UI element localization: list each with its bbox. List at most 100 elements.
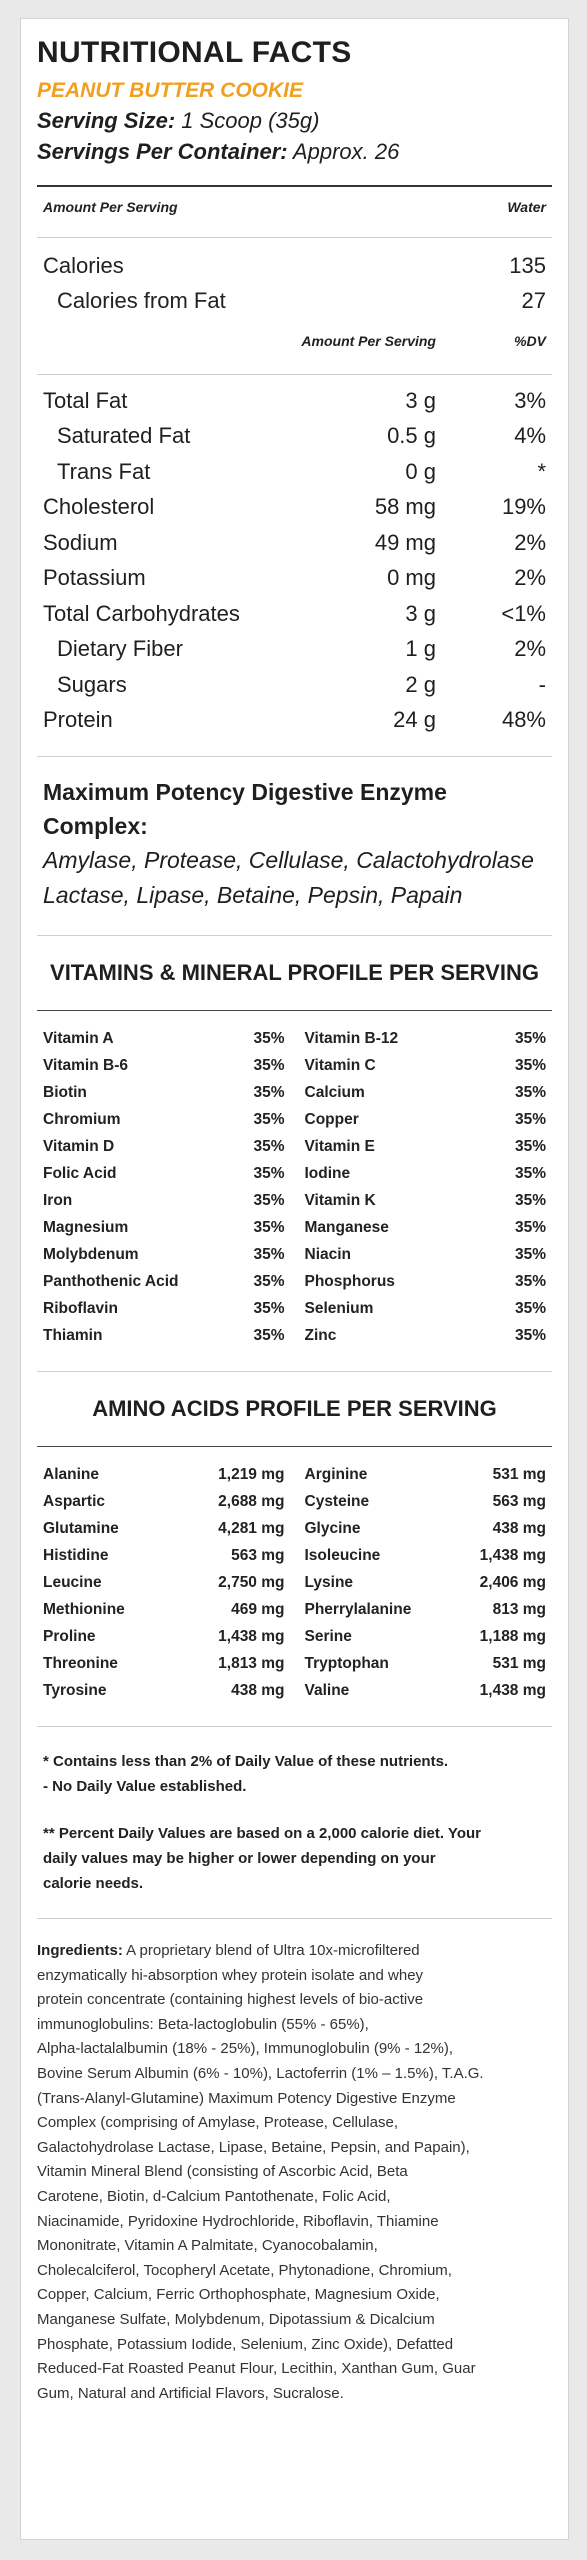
nutrient-amount: 1 g <box>405 636 436 662</box>
profile-name: Vitamin C <box>304 1056 376 1074</box>
nutrient-name: Sugars <box>57 671 127 697</box>
nutrient-row: Protein 24 g 48% <box>43 703 546 739</box>
profile-value: 35% <box>253 1245 285 1263</box>
footnote: - No Daily Value established. <box>43 1778 247 1795</box>
profile-value: 531 mg <box>492 1465 546 1483</box>
profile-row: Vitamin A 35% <box>43 1025 285 1052</box>
profile-row: Histidine 563 mg <box>43 1542 285 1569</box>
profile-row: Tyrosine 438 mg <box>43 1677 285 1704</box>
nutrient-amount: 0 mg <box>387 565 436 591</box>
nutrient-row: Sodium 49 mg 2% <box>43 525 546 561</box>
profile-row: Vitamin B-12 35% <box>305 1025 547 1052</box>
ingredients-line: Carotene, Biotin, d-Calcium Pantothenate… <box>37 2187 391 2205</box>
profile-value: 1,219 mg <box>218 1465 285 1483</box>
profile-value: 531 mg <box>492 1654 546 1672</box>
profile-row: Alanine 1,219 mg <box>43 1461 285 1488</box>
nutrient-dv: <1% <box>501 600 546 626</box>
nutrient-dv: 3% <box>514 387 546 413</box>
profile-name: Leucine <box>43 1573 102 1591</box>
profile-value: 438 mg <box>492 1519 546 1537</box>
nutrient-table: Total Fat 3 g 3% Saturated Fat 0.5 g 4% Tran… <box>37 375 552 738</box>
nutrient-amount: 0 g <box>405 458 436 484</box>
ingredients-line: Phosphate, Potassium Iodide, Selenium, Z… <box>37 2335 454 2353</box>
profile-value: 35% <box>514 1164 546 1182</box>
profile-value: 35% <box>514 1110 546 1128</box>
profile-value: 35% <box>514 1137 546 1155</box>
nutrient-name: Protein <box>43 707 113 733</box>
profile-name: Histidine <box>43 1546 109 1564</box>
serving-size-label: Serving Size: <box>37 108 176 133</box>
profile-name: Tryptophan <box>304 1654 389 1672</box>
profile-value: 35% <box>253 1299 285 1317</box>
profile-name: Riboflavin <box>43 1299 118 1317</box>
profile-value: 35% <box>253 1326 285 1344</box>
nutrient-row: Cholesterol 58 mg 19% <box>43 490 546 526</box>
profile-value: 2,406 mg <box>479 1573 546 1591</box>
amount-per-serving-label: Amount Per Serving <box>43 199 178 215</box>
profile-row: Valine 1,438 mg <box>305 1677 547 1704</box>
ingredients-line: A proprietary blend of Ultra 10x-microfi… <box>122 1942 420 1959</box>
divider <box>37 185 552 187</box>
nutrient-name: Dietary Fiber <box>57 636 183 662</box>
nutrient-dv: 2% <box>514 636 546 662</box>
profile-name: Alanine <box>43 1465 99 1483</box>
profile-name: Vitamin E <box>304 1137 375 1155</box>
nutrient-name: Saturated Fat <box>57 423 191 449</box>
profile-name: Glutamine <box>43 1519 119 1537</box>
profile-value: 35% <box>514 1083 546 1101</box>
profile-name: Methionine <box>43 1600 125 1618</box>
profile-row: Panthothenic Acid 35% <box>43 1268 285 1295</box>
profile-name: Vitamin K <box>304 1191 376 1209</box>
profile-value: 35% <box>514 1029 546 1047</box>
profile-name: Glycine <box>304 1519 361 1537</box>
profile-row: Molybdenum 35% <box>43 1241 285 1268</box>
profile-value: 35% <box>253 1191 285 1209</box>
profile-row: Proline 1,438 mg <box>43 1623 285 1650</box>
profile-name: Panthothenic Acid <box>43 1272 179 1290</box>
ingredients-line: Alpha-lactalalbumin (18% - 25%), Immunog… <box>37 2040 454 2058</box>
nutrient-dv: 48% <box>501 707 546 733</box>
profile-row: Riboflavin 35% <box>43 1295 285 1322</box>
nutrient-amount: 24 g <box>393 707 436 733</box>
nutrient-row: Sugars 2 g - <box>43 667 546 703</box>
divider <box>37 1918 552 1919</box>
profile-name: Iodine <box>304 1164 351 1182</box>
nutrient-dv: 2% <box>514 529 546 555</box>
vitamins-left-column: Vitamin A 35% Vitamin B-6 35% Biotin 35% Chrom… <box>43 1025 285 1349</box>
profile-name: Aspartic <box>43 1492 106 1510</box>
profile-row: Lysine 2,406 mg <box>305 1569 547 1596</box>
nutrient-dv: 4% <box>514 423 546 449</box>
ingredients-line: protein concentrate (containing highest … <box>37 1991 424 2009</box>
nutrient-name: Sodium <box>43 529 118 555</box>
profile-name: Magnesium <box>43 1218 129 1236</box>
profile-value: 35% <box>253 1218 285 1236</box>
profile-name: Copper <box>304 1110 359 1128</box>
nutrient-amount: 49 mg <box>374 529 436 555</box>
profile-row: Glutamine 4,281 mg <box>43 1515 285 1542</box>
dv-header: Amount Per Serving %DV <box>43 326 546 356</box>
profile-name: Chromium <box>43 1110 121 1128</box>
profile-row: Threonine 1,813 mg <box>43 1650 285 1677</box>
ingredients-line: immunoglobulins: Beta-lactoglobulin (55%… <box>37 2015 369 2033</box>
nutrient-amount: 58 mg <box>374 494 436 520</box>
profile-name: Vitamin D <box>43 1137 115 1155</box>
ingredients-line: Vitamin Mineral Blend (consisting of Asc… <box>37 2163 408 2181</box>
ingredients-line: Copper, Calcium, Ferric Orthophosphate, … <box>37 2286 440 2304</box>
amino-title: AMINO ACIDS PROFILE PER SERVING <box>92 1396 497 1421</box>
divider <box>37 374 552 375</box>
profile-value: 4,281 mg <box>218 1519 285 1537</box>
profile-value: 35% <box>514 1299 546 1317</box>
ingredients-line: Galactohydrolase Lactase, Lipase, Betain… <box>37 2138 470 2156</box>
profile-name: Folic Acid <box>43 1164 117 1182</box>
profile-name: Phosphorus <box>304 1272 395 1290</box>
profile-row: Tryptophan 531 mg <box>305 1650 547 1677</box>
nutrient-amount: 0.5 g <box>387 423 436 449</box>
serving-size-value: 1 Scoop (35g) <box>175 108 320 133</box>
profile-value: 35% <box>253 1110 285 1128</box>
ingredients-line: (Trans-Alanyl-Glutamine) Maximum Potency… <box>37 2089 456 2107</box>
profile-row: Methionine 469 mg <box>43 1596 285 1623</box>
nutrient-row: Trans Fat 0 g * <box>43 454 546 490</box>
profile-value: 563 mg <box>231 1546 285 1564</box>
profile-row: Vitamin D 35% <box>43 1133 285 1160</box>
profile-row: Leucine 2,750 mg <box>43 1569 285 1596</box>
